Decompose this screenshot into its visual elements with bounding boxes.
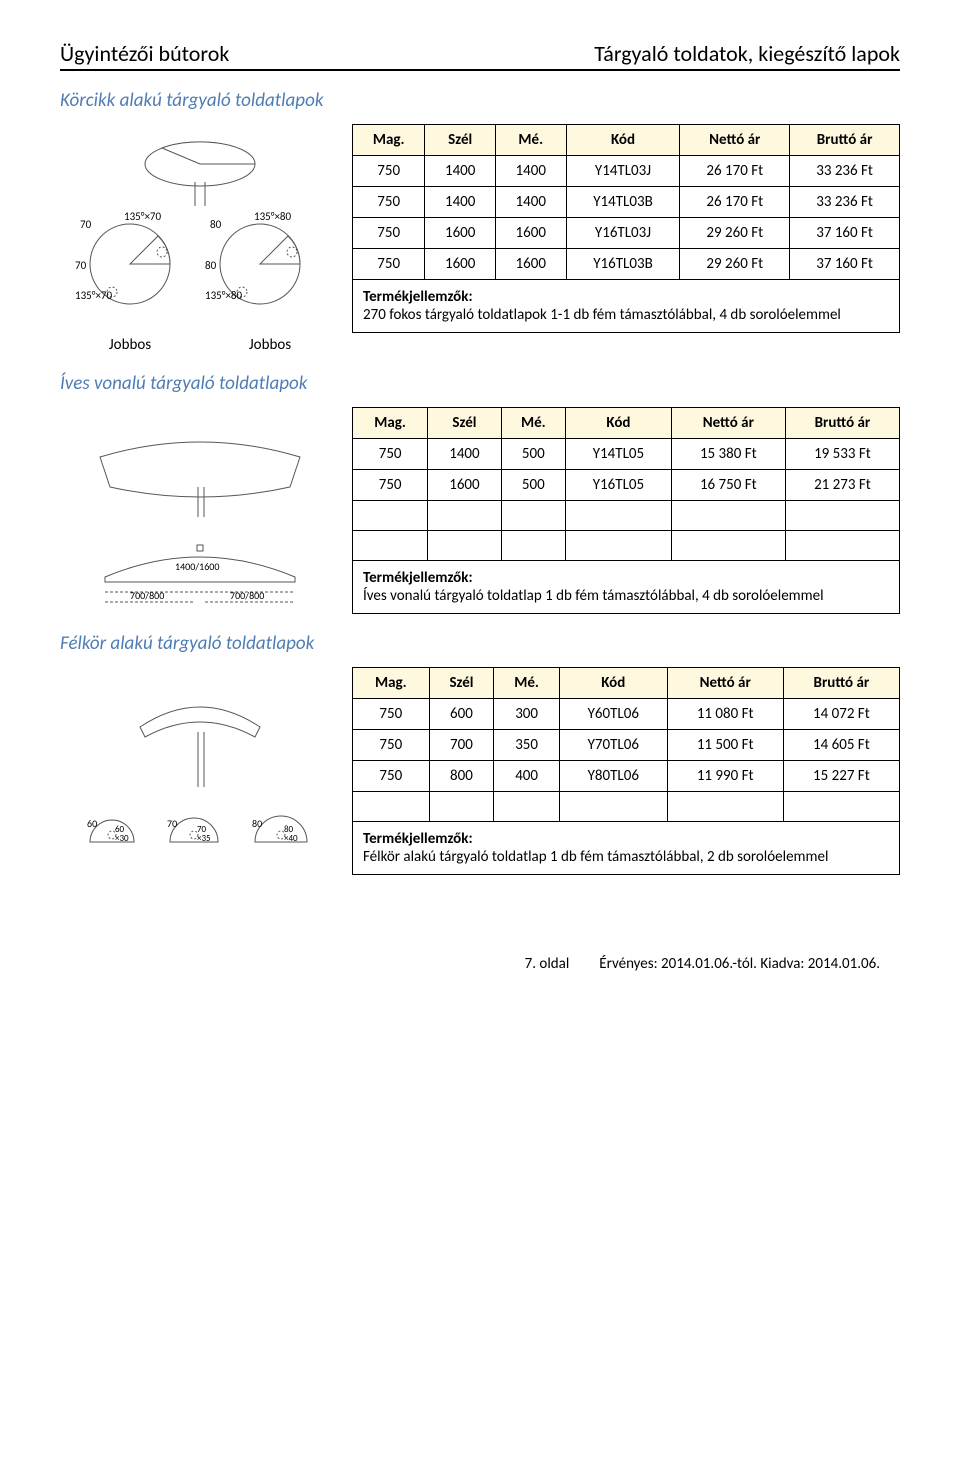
section-1-diagram: 70 135°×70 70 135°×70 80 135°×80 80 135°… — [60, 124, 340, 354]
section-2-diagram: 1400/1600 700/800 700/800 — [60, 407, 340, 607]
label-80: 80 — [252, 817, 262, 830]
header-left: Ügyintézői bútorok — [60, 40, 229, 67]
pie-diagram-icon: 70 135°×70 70 135°×70 80 135°×80 80 135°… — [60, 124, 340, 324]
desc-body: Félkör alakú tárgyaló toldatlap 1 db fém… — [363, 848, 828, 866]
label-60x30b: ×30 — [115, 833, 129, 844]
label-80b: 80 — [205, 259, 217, 272]
table-row: 750700350Y70TL0611 500 Ft14 605 Ft — [353, 730, 900, 761]
col-brutto: Bruttó ár — [785, 408, 899, 439]
caption-jobbos-2: Jobbos — [249, 336, 291, 354]
table-desc-row: Termékjellemzők:Félkör alakú tárgyaló to… — [353, 822, 900, 875]
table-row: 750600300Y60TL0611 080 Ft14 072 Ft — [353, 699, 900, 730]
label-135x70b: 135°×70 — [75, 289, 113, 302]
col-brutto: Bruttó ár — [783, 668, 899, 699]
label-135x80b: 135°×80 — [205, 289, 243, 302]
desc-head: Termékjellemzők: — [363, 830, 473, 848]
col-szel: Szél — [429, 668, 494, 699]
header-right: Tárgyaló toldatok, kiegészítő lapok — [594, 40, 900, 67]
col-me: Mé. — [494, 668, 560, 699]
halfcircle-icon: 60 60 ×30 70 70 ×35 80 80 ×40 — [70, 667, 330, 867]
desc-body: 270 fokos tárgyaló toldatlapok 1-1 db fé… — [363, 306, 841, 324]
label-70b: 70 — [75, 259, 87, 272]
section-2-table: Mag. Szél Mé. Kód Nettó ár Bruttó ár 750… — [352, 407, 900, 614]
desc-head: Termékjellemzők: — [363, 288, 473, 306]
table-row — [353, 531, 900, 561]
table-desc-row: Termékjellemzők:Íves vonalú tárgyaló tol… — [353, 561, 900, 614]
label-1400-1600: 1400/1600 — [175, 560, 219, 573]
label-70: 70 — [80, 218, 92, 231]
label-70: 70 — [167, 817, 177, 830]
label-80x40b: ×40 — [284, 833, 298, 844]
label-70x35b: ×35 — [197, 833, 211, 844]
section-1-table: Mag. Szél Mé. Kód Nettó ár Bruttó ár 750… — [352, 124, 900, 333]
label-700-800b: 700/800 — [230, 589, 264, 602]
col-brutto: Bruttó ár — [790, 125, 900, 156]
label-135x70: 135°×70 — [124, 210, 162, 223]
col-mag: Mag. — [353, 668, 430, 699]
table-row: 75014001400Y14TL03B26 170 Ft33 236 Ft — [353, 187, 900, 218]
label-700-800a: 700/800 — [130, 589, 164, 602]
col-netto: Nettó ár — [667, 668, 783, 699]
table-row: 75016001600Y16TL03B29 260 Ft37 160 Ft — [353, 249, 900, 280]
caption-jobbos-1: Jobbos — [109, 336, 151, 354]
col-szel: Szél — [428, 408, 501, 439]
col-szel: Szél — [425, 125, 496, 156]
col-kod: Kód — [559, 668, 667, 699]
section-title-2: Íves vonalú tárgyaló toldatlapok — [60, 372, 900, 395]
table-desc-row: Termékjellemzők:270 fokos tárgyaló tolda… — [353, 280, 900, 333]
col-me: Mé. — [495, 125, 566, 156]
section-2-block: 1400/1600 700/800 700/800 Mag. Szél Mé. … — [60, 407, 900, 614]
col-netto: Nettó ár — [671, 408, 785, 439]
section-3-table: Mag. Szél Mé. Kód Nettó ár Bruttó ár 750… — [352, 667, 900, 875]
label-135x80: 135°×80 — [254, 210, 292, 223]
footer-page: 7. oldal — [525, 955, 570, 973]
col-mag: Mag. — [353, 125, 425, 156]
col-kod: Kód — [566, 408, 672, 439]
col-me: Mé. — [501, 408, 565, 439]
section-1-captions: Jobbos Jobbos — [60, 336, 340, 354]
col-mag: Mag. — [353, 408, 428, 439]
page-header: Ügyintézői bútorok Tárgyaló toldatok, ki… — [60, 40, 900, 71]
section-3-block: 60 60 ×30 70 70 ×35 80 80 ×40 — [60, 667, 900, 875]
section-title-1: Körcikk alakú tárgyaló toldatlapok — [60, 89, 900, 112]
table-row: 750800400Y80TL0611 990 Ft15 227 Ft — [353, 761, 900, 792]
desc-head: Termékjellemzők: — [363, 569, 473, 587]
desc-body: Íves vonalú tárgyaló toldatlap 1 db fém … — [363, 587, 824, 605]
arc-table-icon: 1400/1600 700/800 700/800 — [70, 407, 330, 607]
table-row: 7501600500Y16TL0516 750 Ft21 273 Ft — [353, 470, 900, 501]
table-row: 75014001400Y14TL03J26 170 Ft33 236 Ft — [353, 156, 900, 187]
label-80: 80 — [210, 218, 222, 231]
section-title-3: Félkör alakú tárgyaló toldatlapok — [60, 632, 900, 655]
page-footer: 7. oldal Érvényes: 2014.01.06.-tól. Kiad… — [60, 955, 900, 973]
section-3-diagram: 60 60 ×30 70 70 ×35 80 80 ×40 — [60, 667, 340, 867]
table-row: 75016001600Y16TL03J29 260 Ft37 160 Ft — [353, 218, 900, 249]
label-60: 60 — [87, 817, 97, 830]
col-kod: Kód — [566, 125, 680, 156]
table-row: 7501400500Y14TL0515 380 Ft19 533 Ft — [353, 439, 900, 470]
footer-valid: Érvényes: 2014.01.06.-tól. Kiadva: 2014.… — [599, 955, 880, 973]
section-1-block: 70 135°×70 70 135°×70 80 135°×80 80 135°… — [60, 124, 900, 354]
table-row — [353, 792, 900, 822]
col-netto: Nettó ár — [680, 125, 790, 156]
table-row — [353, 501, 900, 531]
